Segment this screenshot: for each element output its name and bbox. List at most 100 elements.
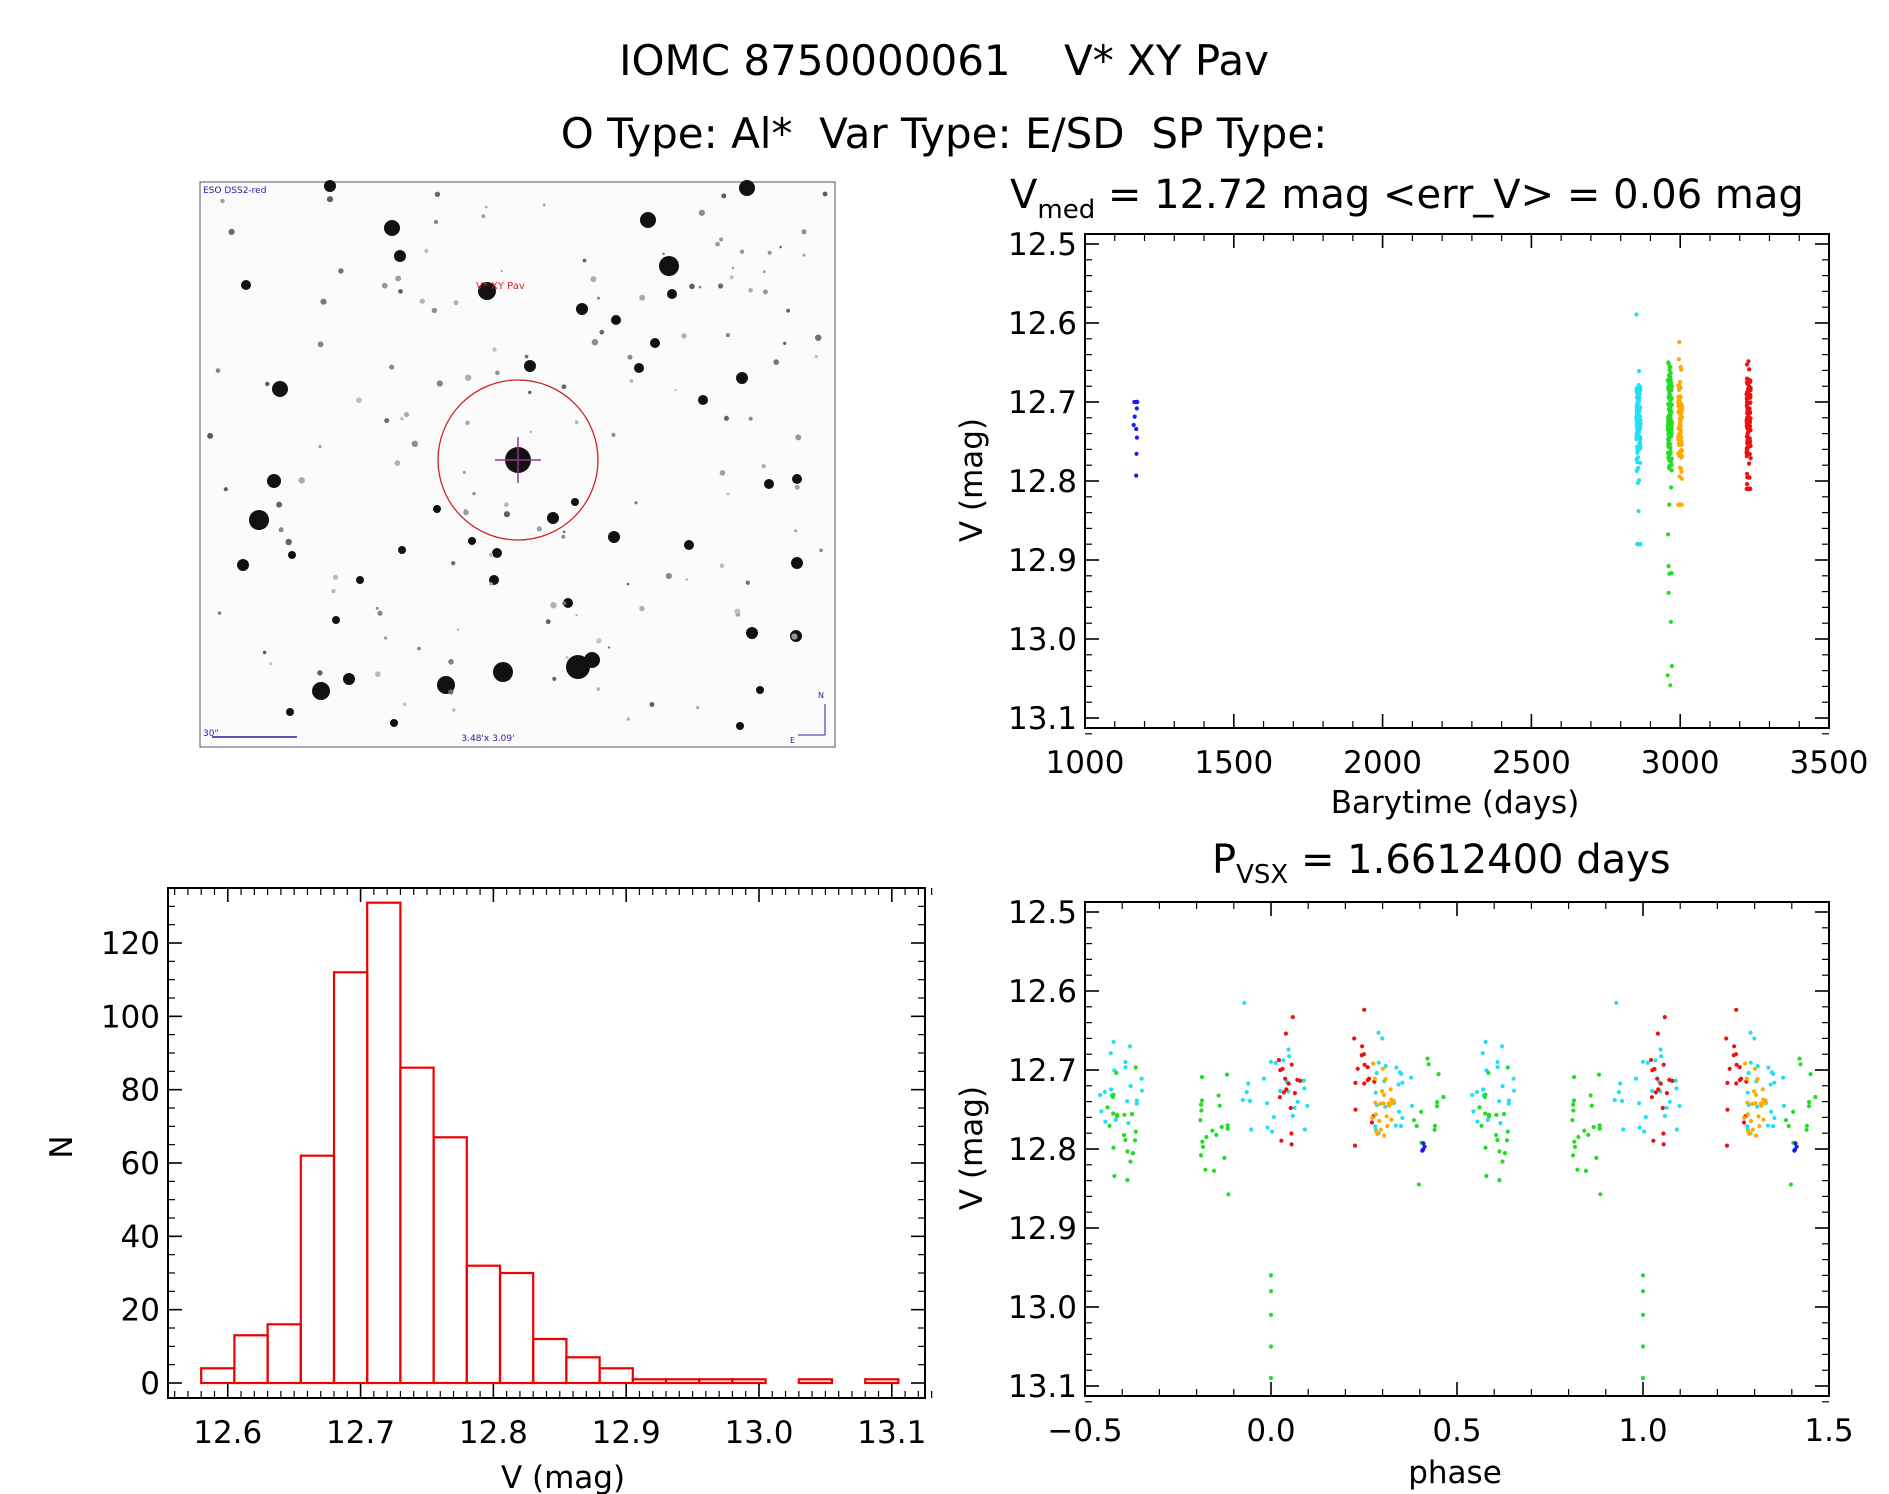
ph-point [1383, 1077, 1388, 1082]
finder-star [451, 561, 456, 566]
finder-star [748, 288, 753, 293]
ph-point [1199, 1098, 1205, 1103]
lc-point [1667, 502, 1672, 507]
finder-star [453, 300, 459, 306]
ph-point [1382, 1133, 1387, 1138]
finder-star [320, 298, 327, 305]
ph-point [1752, 1066, 1758, 1071]
lc-point [1745, 482, 1750, 487]
ph-point [1655, 1031, 1660, 1036]
ph-point [1373, 1112, 1378, 1117]
lc-point [1745, 405, 1750, 410]
ph-point [1754, 1133, 1759, 1138]
hist-bar [598, 1367, 634, 1385]
finder-star [795, 434, 802, 441]
finder-star [312, 682, 330, 700]
ph-point [1376, 1030, 1381, 1035]
finder-star [493, 662, 513, 682]
hist-bar [797, 1378, 834, 1385]
lc-point [1745, 409, 1750, 414]
ph-point [1111, 1111, 1116, 1116]
finder-star [814, 354, 818, 359]
ph-point [1661, 1131, 1666, 1136]
ph-point [1225, 1123, 1230, 1128]
east-label: E [790, 736, 795, 745]
finder-star [237, 559, 249, 571]
finder-star [721, 193, 727, 199]
ph-point [1479, 1123, 1484, 1128]
ph-point [1123, 1137, 1128, 1143]
finder-star [272, 381, 288, 397]
finder-star [265, 381, 270, 387]
ph-point [1134, 1098, 1140, 1103]
lc-point [1666, 436, 1671, 441]
finder-star [715, 241, 720, 247]
finder-star [718, 283, 724, 289]
ph-point [1798, 1062, 1803, 1067]
ph-point [1760, 1087, 1765, 1092]
ph-point [1132, 1138, 1138, 1143]
finder-star [764, 479, 774, 489]
ph-point [1281, 1090, 1286, 1095]
finder-star [665, 572, 672, 580]
ph-point [1122, 1112, 1127, 1117]
ph-point [1123, 1065, 1128, 1070]
finder-star [267, 474, 281, 488]
lc-xtick-label: 1000 [1046, 745, 1125, 781]
finder-star [634, 501, 638, 505]
ph-point [1791, 1109, 1796, 1114]
ph-point [1497, 1099, 1502, 1104]
finder-star [822, 191, 828, 197]
finder-star [762, 270, 766, 274]
ph-point [1352, 1143, 1358, 1148]
lc-point [1677, 399, 1682, 404]
ph-xtick-label: 0.0 [1246, 1413, 1295, 1449]
ph-point [1744, 1076, 1749, 1081]
finder-star [629, 379, 634, 383]
north-label: N [818, 691, 824, 700]
ph-point [1640, 1059, 1645, 1064]
ph-point [1426, 1062, 1431, 1067]
hist-bar [332, 971, 369, 1385]
lc-point [1666, 590, 1671, 595]
lc-xtick-label: 3000 [1641, 745, 1720, 781]
ph-point [1758, 1101, 1763, 1106]
ph-point [1596, 1072, 1602, 1077]
ph-point [1380, 1066, 1386, 1071]
finder-star [402, 702, 407, 706]
lc-point [1669, 380, 1674, 385]
lc-ytick-label: 13.0 [1008, 622, 1077, 658]
ph-point [1276, 1057, 1282, 1063]
ph-point [1661, 1142, 1666, 1147]
lc-frame [1084, 233, 1830, 729]
finder-star [384, 418, 390, 424]
finder-star [481, 214, 486, 219]
ph-point [1572, 1144, 1578, 1149]
ph-point [1414, 1123, 1419, 1129]
ph-ytick-label: 12.5 [1008, 895, 1077, 931]
finder-star [779, 245, 782, 249]
hist-bar [864, 1378, 900, 1385]
finder-star [317, 670, 323, 676]
finder-star [398, 289, 403, 294]
lc-point [1634, 418, 1639, 423]
finder-star [819, 548, 823, 553]
ph-point [1470, 1092, 1475, 1098]
ph-point [1224, 1072, 1230, 1077]
lc-point [1636, 369, 1642, 374]
ph-point [1570, 1118, 1575, 1123]
ph-point [1501, 1112, 1507, 1117]
ph-point [1750, 1127, 1755, 1132]
ph-point [1640, 1273, 1646, 1278]
ph-point [1199, 1102, 1204, 1107]
ph-point [1743, 1061, 1748, 1066]
hist-xtick-label: 12.8 [459, 1415, 528, 1451]
lc-title-sub: med [1037, 195, 1095, 225]
lc-point [1745, 395, 1750, 401]
finder-star [276, 501, 283, 508]
ph-point [1640, 1312, 1646, 1317]
ph-point [1385, 1124, 1390, 1129]
finder-star [639, 605, 645, 612]
ph-point [1400, 1115, 1405, 1121]
finder-star [634, 363, 644, 373]
